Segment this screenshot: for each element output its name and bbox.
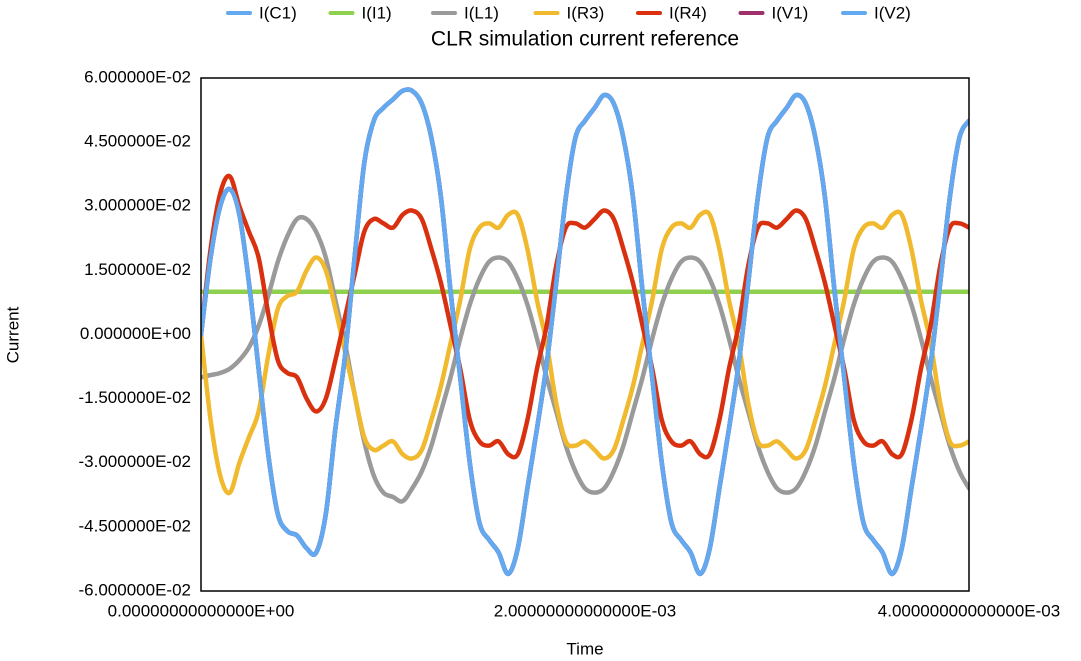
series-line <box>201 87 969 577</box>
legend-label: I(L1) <box>464 3 499 22</box>
y-tick-label: 1.500000E-02 <box>84 260 191 279</box>
chart-title: CLR simulation current reference <box>431 28 739 51</box>
legend-label: I(C1) <box>259 3 297 22</box>
x-tick-label: 0.00000000000000E+00 <box>108 601 295 620</box>
x-tick-label: 4.00000000000000E-03 <box>878 601 1060 620</box>
x-axis-label: Time <box>566 639 603 658</box>
y-tick-label: 0.000000E+00 <box>80 324 191 343</box>
legend-label: I(I1) <box>362 3 392 22</box>
y-tick-label: -6.000000E-02 <box>79 580 191 599</box>
y-tick-label: -3.000000E-02 <box>79 452 191 471</box>
y-axis-label: Current <box>3 306 22 363</box>
x-tick-label: 2.00000000000000E-03 <box>494 601 676 620</box>
legend-label: I(R3) <box>567 3 605 22</box>
y-tick-label: -1.500000E-02 <box>79 388 191 407</box>
y-tick-label: 3.000000E-02 <box>84 196 191 215</box>
plot-frame <box>200 77 970 592</box>
legend-label: I(V2) <box>874 3 911 22</box>
series-line <box>201 209 969 496</box>
y-tick-label: 4.500000E-02 <box>84 132 191 151</box>
legend-label: I(V1) <box>772 3 809 22</box>
y-tick-label: -4.500000E-02 <box>79 516 191 535</box>
y-tick-label: 6.000000E-02 <box>84 67 191 86</box>
legend-label: I(R4) <box>669 3 707 22</box>
